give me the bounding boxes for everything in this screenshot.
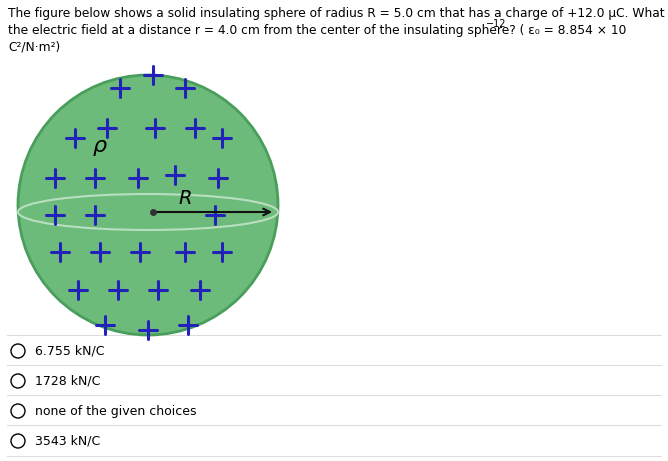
Text: 1728 kN/C: 1728 kN/C <box>35 374 100 388</box>
Text: $\rho$: $\rho$ <box>92 138 108 158</box>
Text: 6.755 kN/C: 6.755 kN/C <box>35 344 104 357</box>
Circle shape <box>18 75 278 335</box>
Text: 3543 kN/C: 3543 kN/C <box>35 435 100 448</box>
Text: −12: −12 <box>486 19 507 30</box>
Text: none of the given choices: none of the given choices <box>35 404 196 418</box>
Text: the electric field at a distance r = 4.0 cm from the center of the insulating sp: the electric field at a distance r = 4.0… <box>8 24 627 37</box>
Text: C²/N·m²): C²/N·m²) <box>8 41 60 53</box>
Text: $R$: $R$ <box>178 189 192 207</box>
Text: The figure below shows a solid insulating sphere of radius R = 5.0 cm that has a: The figure below shows a solid insulatin… <box>8 7 668 20</box>
